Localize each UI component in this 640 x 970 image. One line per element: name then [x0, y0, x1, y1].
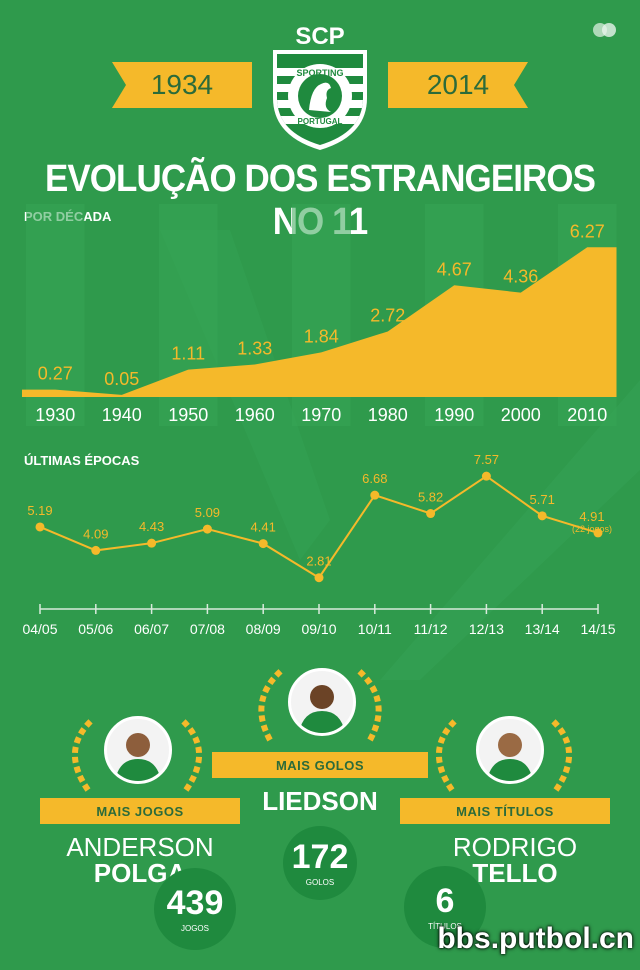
- seasons-data-label: 6.68: [362, 471, 387, 486]
- seasons-data-label: 2.81: [306, 554, 331, 569]
- seasons-tick-label: 14/15: [580, 621, 615, 637]
- year-ribbon-left: 1934: [112, 62, 252, 108]
- year-ribbon-right: 2014: [388, 62, 528, 108]
- seasons-line-chart: 04/05 05/06 06/07 07/08 08/09 09/10 10/11 11/12…: [22, 452, 615, 637]
- decade-tick-label: 1930: [35, 405, 75, 425]
- decade-tick-label: 2010: [567, 405, 607, 425]
- decade-tick-label: 1950: [168, 405, 208, 425]
- decade-data-label: 0.27: [38, 364, 73, 384]
- seasons-point: [426, 509, 436, 519]
- seasons-tick-label: 09/10: [301, 621, 336, 637]
- decade-data-label: 4.67: [437, 259, 472, 279]
- seasons-point: [35, 522, 45, 532]
- seasons-point: [147, 538, 157, 548]
- player2-last-name: LIEDSON: [262, 786, 378, 816]
- seasons-point: [370, 490, 380, 500]
- decade-area-chart: 0.27 1930 0.05 1940 1.11 1950 1.33 1960 1.84 1970…: [22, 204, 617, 426]
- share-icon[interactable]: [592, 22, 618, 38]
- seasons-tick-label: 06/07: [134, 621, 169, 637]
- decade-tick-label: 1980: [368, 405, 408, 425]
- stat-goals-unit: GOLOS: [305, 877, 335, 887]
- player3-last-name: TELLO: [472, 858, 558, 888]
- seasons-tick-label: 04/05: [22, 621, 57, 637]
- seasons-data-label: 5.82: [418, 490, 443, 505]
- avatar-rodrigo-tello: [476, 716, 544, 784]
- seasons-tick-label: 11/12: [414, 621, 448, 637]
- decade-data-label: 1.84: [304, 326, 339, 346]
- seasons-data-label: 4.43: [139, 519, 164, 534]
- decade-data-label: 2.72: [370, 305, 405, 325]
- decade-data-label: 4.36: [503, 267, 538, 287]
- seasons-tick-label: 10/11: [358, 621, 392, 637]
- stat-goals-value: 172: [291, 837, 349, 876]
- seasons-data-label: 5.71: [530, 492, 555, 507]
- seasons-tick-label: 13/14: [525, 621, 560, 637]
- logo-ring-bottom: PORTUGAL: [298, 117, 343, 126]
- sporting-crest-logo: SCP SPORTING PORTUGAL: [273, 23, 367, 150]
- seasons-tick-label: 07/08: [190, 621, 225, 637]
- seasons-point: [314, 573, 324, 583]
- stat-games-unit: JOGOS: [180, 923, 209, 933]
- decade-tick-label: 1970: [301, 405, 341, 425]
- decade-area: [22, 247, 617, 396]
- seasons-point: [537, 511, 547, 521]
- seasons-tick-label: 08/09: [246, 621, 281, 637]
- player3-first-name: RODRIGO: [452, 832, 578, 862]
- logo-top-text: SCP: [295, 23, 344, 50]
- decade-tick-label: 1960: [235, 405, 275, 425]
- decade-column-bg: [26, 204, 85, 426]
- decade-tick-label: 1990: [434, 405, 474, 425]
- seasons-data-label: 4.09: [83, 526, 108, 541]
- seasons-point: [91, 545, 101, 555]
- stat-titles: 6 TÍTULOS: [404, 866, 486, 948]
- avatar-anderson-polga: [104, 716, 172, 784]
- watermark-text: bbs.putbol.cn: [437, 922, 634, 955]
- seasons-data-label: 7.57: [474, 452, 499, 467]
- stat-games-value: 439: [166, 883, 224, 922]
- decade-data-label: 6.27: [570, 221, 605, 241]
- stat-games: 439 JOGOS: [154, 868, 236, 950]
- decade-tick-label: 2000: [501, 405, 541, 425]
- seasons-data-label: 5.19: [27, 503, 52, 518]
- seasons-point: [258, 539, 268, 549]
- seasons-data-label: 5.09: [195, 505, 220, 520]
- seasons-tick-label: 12/13: [469, 621, 504, 637]
- seasons-data-label: 4.41: [251, 520, 276, 535]
- player1-first-name: ANDERSON: [66, 832, 214, 862]
- decade-data-label: 1.33: [237, 338, 272, 358]
- avatar-liedson: [288, 668, 356, 736]
- seasons-point: [202, 524, 212, 534]
- seasons-tick-label: 05/06: [78, 621, 113, 637]
- seasons-annotation: (22 jogos): [572, 524, 612, 534]
- chart2-subtitle: ÚLTIMAS ÉPOCAS: [24, 453, 140, 468]
- year-right: 2014: [426, 69, 490, 100]
- stat-titles-value: 6: [435, 881, 455, 920]
- year-left: 1934: [150, 69, 214, 100]
- decade-data-label: 1.11: [171, 344, 205, 364]
- ribbon-mais-jogos: MAIS JOGOS: [40, 798, 240, 824]
- players-laurels: [72, 667, 572, 792]
- stat-goals: 172 GOLOS: [283, 826, 357, 900]
- decade-data-label: 0.05: [104, 369, 139, 389]
- seasons-data-label: 4.91: [579, 509, 604, 524]
- decade-tick-label: 1940: [102, 405, 142, 425]
- stat-titles-unit: TÍTULOS: [428, 921, 462, 931]
- ribbon-mais-titulos: MAIS TÍTULOS: [400, 798, 610, 824]
- ribbon-mais-golos: MAIS GOLOS: [212, 752, 428, 778]
- seasons-point: [593, 528, 603, 538]
- logo-ring-top: SPORTING: [296, 68, 343, 78]
- seasons-point: [481, 471, 491, 481]
